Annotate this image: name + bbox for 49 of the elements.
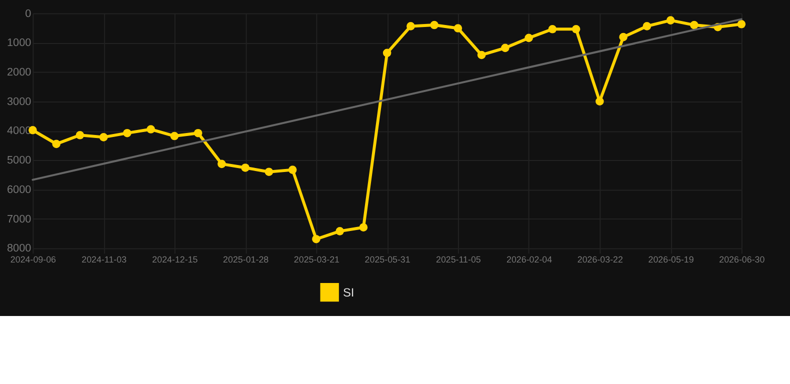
point xyxy=(146,125,155,134)
point xyxy=(264,168,274,176)
point xyxy=(406,22,415,30)
point xyxy=(454,24,462,32)
x-tick-label: 2024-12-15 xyxy=(152,254,198,265)
x-tick-label: 2026-06-30 xyxy=(719,254,765,265)
y-tick-label: 2000 xyxy=(6,66,32,78)
point xyxy=(288,166,297,174)
x-tick-label: 2026-05-19 xyxy=(648,254,694,265)
point xyxy=(524,34,533,42)
x-tick-label: 2025-11-05 xyxy=(436,254,481,265)
point xyxy=(52,140,60,148)
point xyxy=(76,131,84,140)
x-tick-label: 2025-05-31 xyxy=(364,254,410,265)
point xyxy=(501,44,510,52)
x-tick-label: 2026-02-04 xyxy=(506,254,552,265)
y-tick-label: 7000 xyxy=(6,213,32,226)
x-tick-label: 2026-03-22 xyxy=(577,254,624,265)
point xyxy=(336,227,344,236)
y-tick-label: 1000 xyxy=(6,37,32,50)
point xyxy=(619,32,628,42)
point xyxy=(477,50,486,60)
legend-label: SI xyxy=(342,285,354,300)
point xyxy=(572,25,580,34)
point xyxy=(690,20,698,30)
x-tick-label: 2025-01-28 xyxy=(223,254,269,265)
point xyxy=(382,48,392,58)
point xyxy=(194,128,202,138)
x-tick-label: 2025-03-21 xyxy=(294,254,340,265)
point xyxy=(596,97,604,106)
point xyxy=(666,16,675,24)
y-tick-label: 3000 xyxy=(6,96,32,108)
point xyxy=(312,234,320,244)
x-tick-label: 2024-09-06 xyxy=(10,254,56,265)
point xyxy=(218,160,226,168)
point xyxy=(430,20,438,30)
point xyxy=(123,128,132,138)
y-tick-label: 6000 xyxy=(6,184,32,196)
point xyxy=(170,132,179,140)
point xyxy=(241,164,250,172)
x-tick-label: 2024-11-03 xyxy=(82,254,127,265)
point xyxy=(642,22,652,30)
point xyxy=(737,20,746,28)
point xyxy=(359,223,368,232)
point xyxy=(548,25,557,34)
y-tick-label: 8000 xyxy=(6,242,32,255)
point xyxy=(99,133,108,142)
y-tick-label: 0 xyxy=(25,8,32,20)
y-tick-label: 5000 xyxy=(6,154,32,167)
